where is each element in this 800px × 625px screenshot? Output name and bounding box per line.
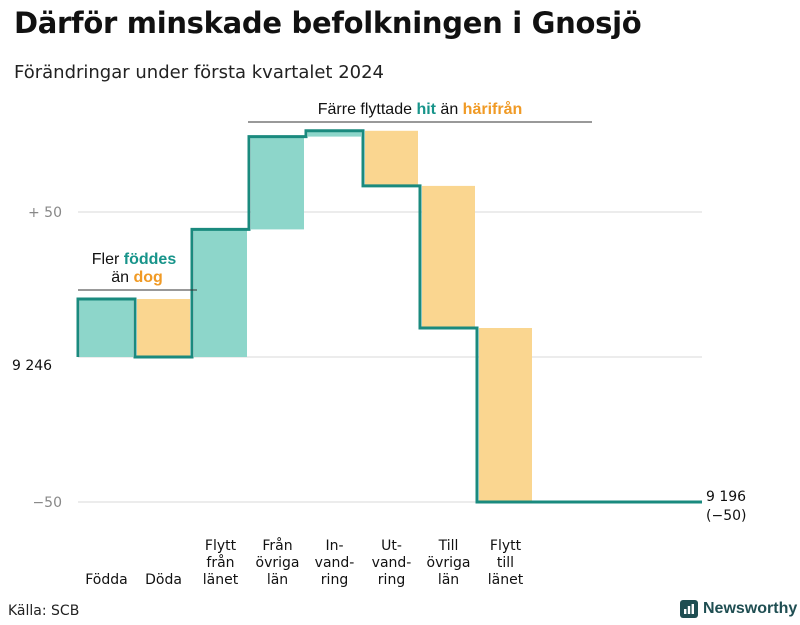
start-value-label: 9 246: [12, 358, 52, 374]
cumulative-step-line: [76, 129, 702, 504]
decrease-bar: [479, 328, 532, 502]
category-label: Till övriga län: [427, 538, 471, 588]
line-layer: [76, 129, 702, 504]
births-annotation-line2: än dog: [111, 269, 163, 286]
bar-layer: [80, 130, 532, 502]
brand-name: Newsworthy: [703, 600, 798, 617]
chart-title: Därför minskade befolkningen i Gnosjö: [14, 6, 642, 40]
brand-logo[interactable]: Newsworthy: [680, 600, 797, 618]
migration-annotation: Färre flyttade hit än härifrån: [318, 100, 523, 118]
end-value-label: 9 196 (−50): [706, 489, 746, 524]
increase-bar: [251, 136, 304, 230]
decrease-bar: [422, 185, 475, 328]
chart-subtitle: Förändringar under första kvartalet 2024: [14, 62, 385, 83]
y-tick-label: −50: [32, 495, 62, 511]
category-label: Ut-vand-ring: [372, 538, 412, 588]
category-label: Från övriga län: [256, 537, 300, 588]
y-tick-label: + 50: [28, 205, 62, 221]
increase-bar: [194, 229, 247, 357]
increase-bar: [308, 130, 361, 137]
decrease-bar: [137, 299, 190, 357]
decrease-bar: [365, 130, 418, 186]
category-label: In-vand-ring: [315, 538, 355, 588]
births-annotation: Fler föddes: [92, 251, 177, 268]
category-label: Flytt till länet: [488, 538, 524, 588]
category-label: Flytt från länet: [203, 538, 239, 588]
source-note: Källa: SCB: [8, 603, 80, 619]
newsworthy-logo-icon: [680, 600, 698, 618]
increase-bar: [80, 299, 133, 357]
label-layer: + 50 9 246 −50 Födda Döda Flytt från länet Från ö…: [12, 205, 746, 588]
category-label: Födda: [85, 572, 127, 588]
category-label: Döda: [145, 572, 182, 588]
